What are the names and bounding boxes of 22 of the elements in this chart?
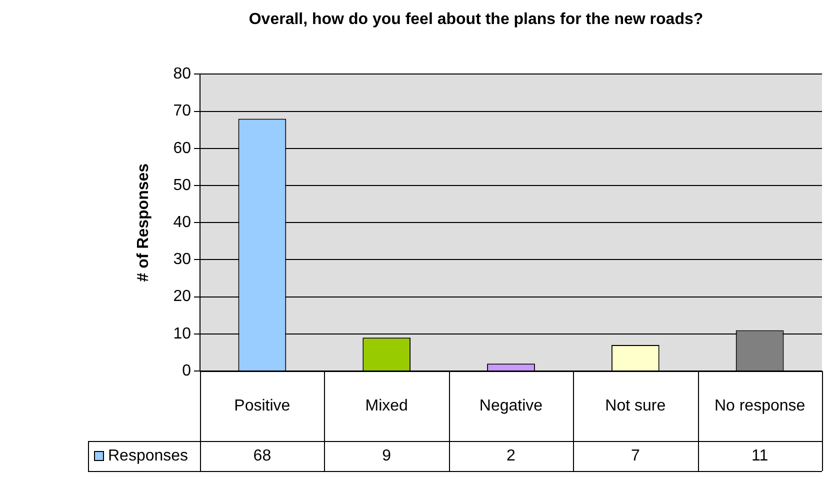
data-label: 68 xyxy=(253,447,272,464)
y-tick-label: 80 xyxy=(173,66,192,83)
data-label: 2 xyxy=(506,447,516,464)
chart-title: Overall, how do you feel about the plans for the new roads? xyxy=(248,11,704,28)
y-tick-label: 60 xyxy=(173,140,192,157)
y-tick-label: 30 xyxy=(173,251,192,268)
y-tick-label: 50 xyxy=(173,176,192,194)
x-tick-label: Positive xyxy=(234,397,290,414)
y-tick-label: 0 xyxy=(182,362,192,380)
x-tick-label: No response xyxy=(714,397,806,414)
x-tick-label: Not sure xyxy=(605,397,666,414)
y-tick-label: 10 xyxy=(173,325,192,342)
data-label: 9 xyxy=(382,447,392,464)
x-tick-label: Mixed xyxy=(365,397,408,414)
y-tick-label: 70 xyxy=(173,102,192,120)
y-tick-label: 40 xyxy=(173,214,192,232)
data-label: 7 xyxy=(630,447,640,464)
data-label: 11 xyxy=(751,447,768,464)
y-axis-title: # of Responses xyxy=(135,163,152,282)
y-tick-label: 20 xyxy=(173,288,192,306)
legend-label: Responses xyxy=(108,447,188,464)
x-tick-label: Negative xyxy=(479,397,543,414)
